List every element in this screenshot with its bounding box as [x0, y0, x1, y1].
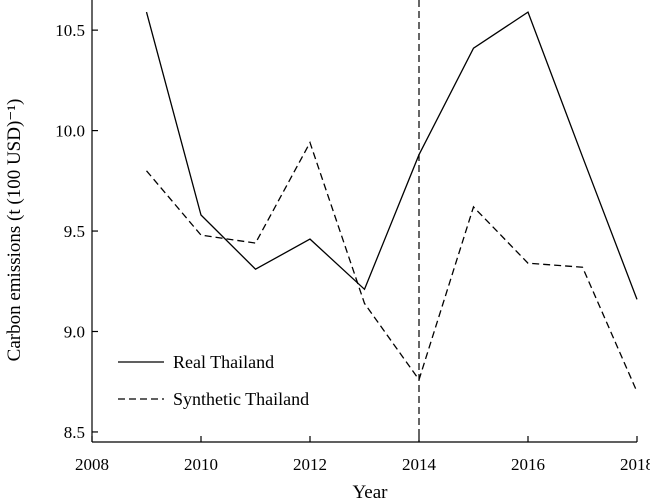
x-tick-label-2014: 2014 [402, 455, 437, 474]
y-axis-title: Carbon emissions (t (100 USD)⁻¹) [4, 99, 25, 362]
x-tick-label-2018: 2018 [620, 455, 650, 474]
axes [91, 0, 637, 443]
x-tick-label-2010: 2010 [184, 455, 218, 474]
y-tick-label-8.5: 8.5 [64, 423, 85, 442]
x-tick-label-2016: 2016 [511, 455, 545, 474]
legend-label-0: Real Thailand [173, 352, 274, 372]
synthetic-thailand-line [146, 140, 638, 393]
y-tick-label-9.0: 9.0 [64, 323, 85, 342]
x-tick-label-2008: 2008 [75, 455, 109, 474]
real-thailand-line [145, 11, 638, 300]
x-axis-title: Year [352, 482, 388, 502]
ticks: 2008 2010 2012 2014 2016 2018 8.5 9.0 9.5 10.0 10.… [55, 21, 650, 474]
legend-label-1: Synthetic Thailand [173, 389, 309, 409]
series-lines [145, 0, 638, 442]
y-tick-label-9.5: 9.5 [64, 222, 85, 241]
legend: Real Thailand Synthetic Thailand [118, 352, 309, 409]
y-tick-label-10.0: 10.0 [55, 122, 85, 141]
x-tick-label-2012: 2012 [293, 455, 327, 474]
y-tick-label-10.5: 10.5 [55, 21, 85, 40]
